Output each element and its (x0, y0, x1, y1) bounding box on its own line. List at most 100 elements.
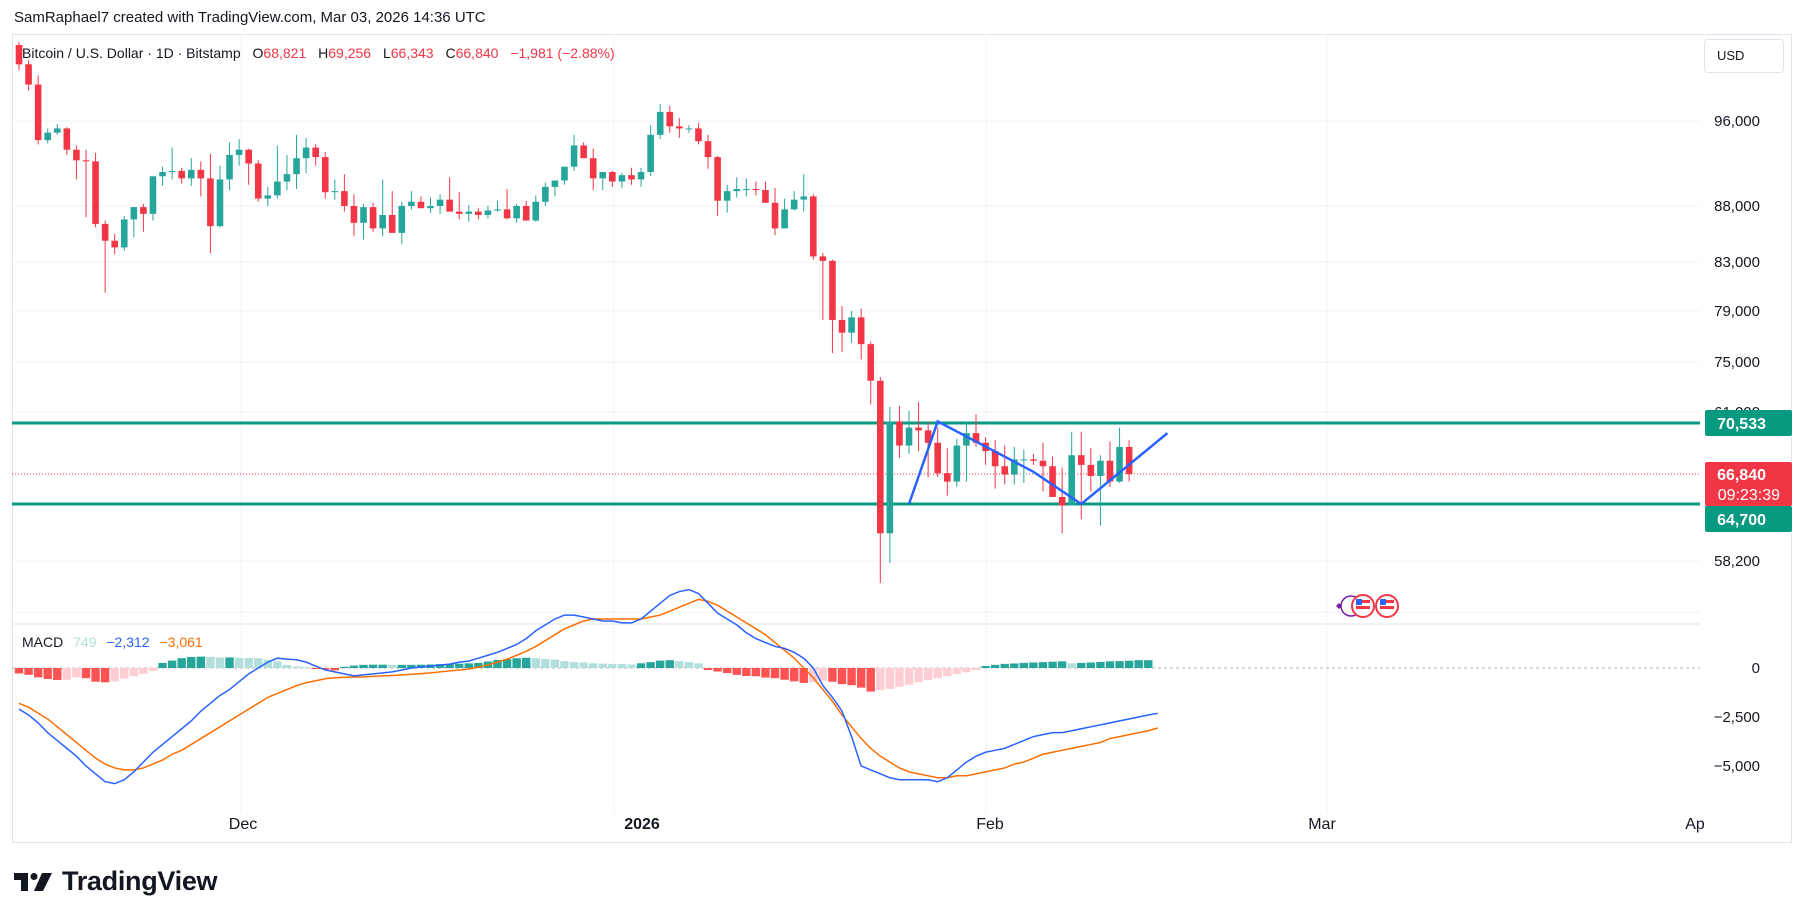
macd-histogram-bar (560, 661, 569, 668)
candle-body (283, 174, 291, 182)
resistance-price-badge (1705, 410, 1792, 436)
macd-histogram-bar (627, 664, 636, 668)
macd-histogram-bar (981, 666, 990, 668)
macd-histogram-bar (1029, 662, 1038, 668)
macd-histogram-bar (330, 668, 340, 671)
macd-histogram-bar (1115, 661, 1124, 668)
macd-histogram-bar (550, 659, 560, 668)
symbol-legend[interactable]: Bitcoin / U.S. Dollar · 1D · Bitstamp O 6… (22, 45, 623, 61)
tradingview-logo[interactable]: TradingView (14, 866, 218, 897)
time-axis-label: Ap (1685, 816, 1705, 833)
macd-histogram-bar (407, 664, 416, 668)
macd-histogram-bar (933, 668, 942, 679)
candle-body (886, 421, 894, 534)
macd-histogram-bar (943, 668, 952, 677)
pattern-drawing (907, 419, 1169, 506)
macd-histogram-bar (579, 662, 588, 668)
open-label: O (252, 45, 264, 61)
macd-histogram-bar (569, 662, 579, 668)
candle-body (302, 147, 310, 159)
macd-histogram-bar (694, 663, 703, 668)
candle-body (800, 196, 808, 200)
candle-body (475, 211, 482, 215)
candle-body (197, 169, 205, 179)
candle-body (369, 207, 377, 229)
candle-body (140, 207, 147, 214)
close-value: 66,840 (455, 45, 499, 61)
close-label: C (445, 45, 456, 61)
candle-body (810, 196, 817, 257)
macd-histogram-bar (617, 664, 627, 668)
macd-line-value: −2,312 (106, 634, 150, 650)
macd-histogram-bar (1105, 661, 1115, 668)
us-flag-canton (1380, 599, 1386, 605)
macd-histogram-bar (445, 663, 454, 668)
macd-histogram-bar (675, 661, 684, 668)
candle-body (187, 169, 195, 179)
candle-body (733, 189, 741, 192)
chart-frame[interactable] (12, 34, 1792, 843)
price-axis-label: 83,000 (1714, 254, 1760, 271)
currency-button[interactable]: USD (1704, 39, 1784, 73)
macd-title[interactable]: MACD (22, 634, 64, 650)
event-sparkle-icon (1336, 603, 1342, 609)
candle-body (790, 199, 798, 210)
candle-body (857, 317, 865, 345)
symbol-title[interactable]: Bitcoin / U.S. Dollar · 1D · Bitstamp (22, 45, 241, 61)
candle-body (331, 191, 339, 193)
macd-legend[interactable]: MACD 749 −2,312 −3,061 (22, 634, 209, 650)
candle-body (216, 179, 224, 227)
candle-body (427, 206, 434, 209)
tradingview-logo-text: TradingView (62, 866, 218, 896)
candle-body (599, 172, 607, 179)
macd-histogram-bar (139, 668, 148, 674)
candle-body (877, 380, 884, 534)
high-value: 69,256 (328, 45, 372, 61)
price-axis-label: 88,000 (1714, 198, 1760, 215)
candle-body (905, 427, 913, 446)
macd-histogram-bar (818, 668, 828, 681)
macd-histogram-bar (33, 668, 43, 678)
macd-histogram-bar (301, 667, 311, 669)
macd-histogram-bar (847, 668, 856, 686)
macd-histogram-bar (809, 668, 818, 683)
macd-histogram-bar (904, 668, 914, 685)
macd-histogram-bar (971, 668, 981, 670)
candle-body (254, 163, 262, 199)
macd-histogram-bar (100, 668, 110, 683)
macd-histogram-bar (962, 668, 971, 673)
macd-histogram-bar (1019, 662, 1029, 668)
macd-axis-label: −5,000 (1714, 758, 1760, 775)
macd-histogram-bar (876, 668, 885, 691)
candle-body (44, 132, 52, 141)
macd-histogram-bar (761, 668, 770, 678)
macd-histogram-bar (1067, 663, 1076, 668)
macd-histogram-bar (1086, 662, 1096, 668)
macd-histogram-bar (158, 662, 167, 668)
candle-body (1068, 455, 1075, 506)
macd-histogram-bar (263, 659, 273, 668)
candle-body (350, 206, 358, 223)
macd-histogram-bar (359, 664, 368, 668)
candle-body (819, 256, 827, 261)
candle-body (120, 219, 128, 248)
candle-body (637, 172, 645, 180)
macd-histogram-bar (1000, 663, 1009, 668)
macd-histogram-bar (244, 658, 253, 668)
macd-histogram-bar (1038, 662, 1048, 668)
candle-body (561, 166, 568, 181)
candle-body (235, 149, 243, 155)
candle-body (130, 207, 138, 220)
candle-body (101, 223, 109, 241)
horizontal-levels (12, 421, 1700, 506)
candle-body (53, 128, 61, 133)
candle-body (618, 175, 626, 182)
macd-histogram-bar (435, 664, 445, 668)
candle-body (743, 189, 750, 190)
candle-body (628, 175, 635, 180)
candle-body (341, 191, 348, 206)
us-flag-stripe (1356, 600, 1370, 603)
macd-histogram-bar (531, 658, 540, 668)
candle-body (494, 209, 501, 211)
